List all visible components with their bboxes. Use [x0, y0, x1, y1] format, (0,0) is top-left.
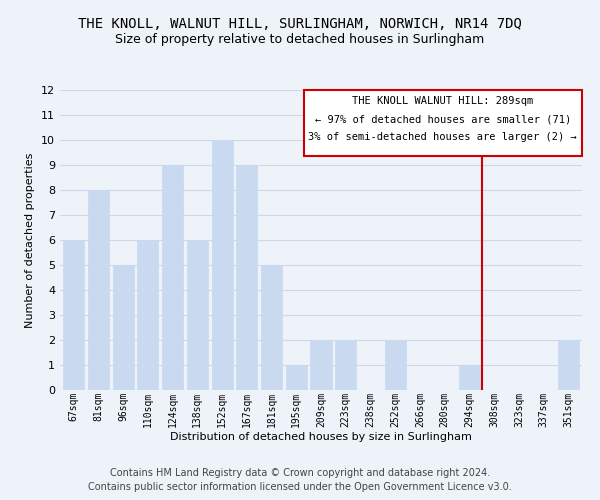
- Bar: [236, 165, 257, 390]
- Bar: [335, 340, 356, 390]
- Bar: [286, 365, 307, 390]
- Text: THE KNOLL, WALNUT HILL, SURLINGHAM, NORWICH, NR14 7DQ: THE KNOLL, WALNUT HILL, SURLINGHAM, NORW…: [78, 18, 522, 32]
- Bar: [385, 340, 406, 390]
- Bar: [137, 240, 158, 390]
- Bar: [261, 265, 282, 390]
- Bar: [162, 165, 183, 390]
- FancyBboxPatch shape: [304, 90, 582, 156]
- Bar: [212, 140, 233, 390]
- X-axis label: Distribution of detached houses by size in Surlingham: Distribution of detached houses by size …: [170, 432, 472, 442]
- Text: 3% of semi-detached houses are larger (2) →: 3% of semi-detached houses are larger (2…: [308, 132, 577, 142]
- Text: Contains HM Land Registry data © Crown copyright and database right 2024.
Contai: Contains HM Land Registry data © Crown c…: [88, 468, 512, 492]
- Bar: [459, 365, 480, 390]
- Bar: [187, 240, 208, 390]
- Bar: [113, 265, 134, 390]
- Text: Size of property relative to detached houses in Surlingham: Size of property relative to detached ho…: [115, 32, 485, 46]
- Bar: [63, 240, 84, 390]
- Bar: [310, 340, 332, 390]
- Text: ← 97% of detached houses are smaller (71): ← 97% of detached houses are smaller (71…: [315, 115, 571, 125]
- Bar: [88, 190, 109, 390]
- Text: THE KNOLL WALNUT HILL: 289sqm: THE KNOLL WALNUT HILL: 289sqm: [352, 96, 533, 106]
- Bar: [558, 340, 579, 390]
- Y-axis label: Number of detached properties: Number of detached properties: [25, 152, 35, 328]
